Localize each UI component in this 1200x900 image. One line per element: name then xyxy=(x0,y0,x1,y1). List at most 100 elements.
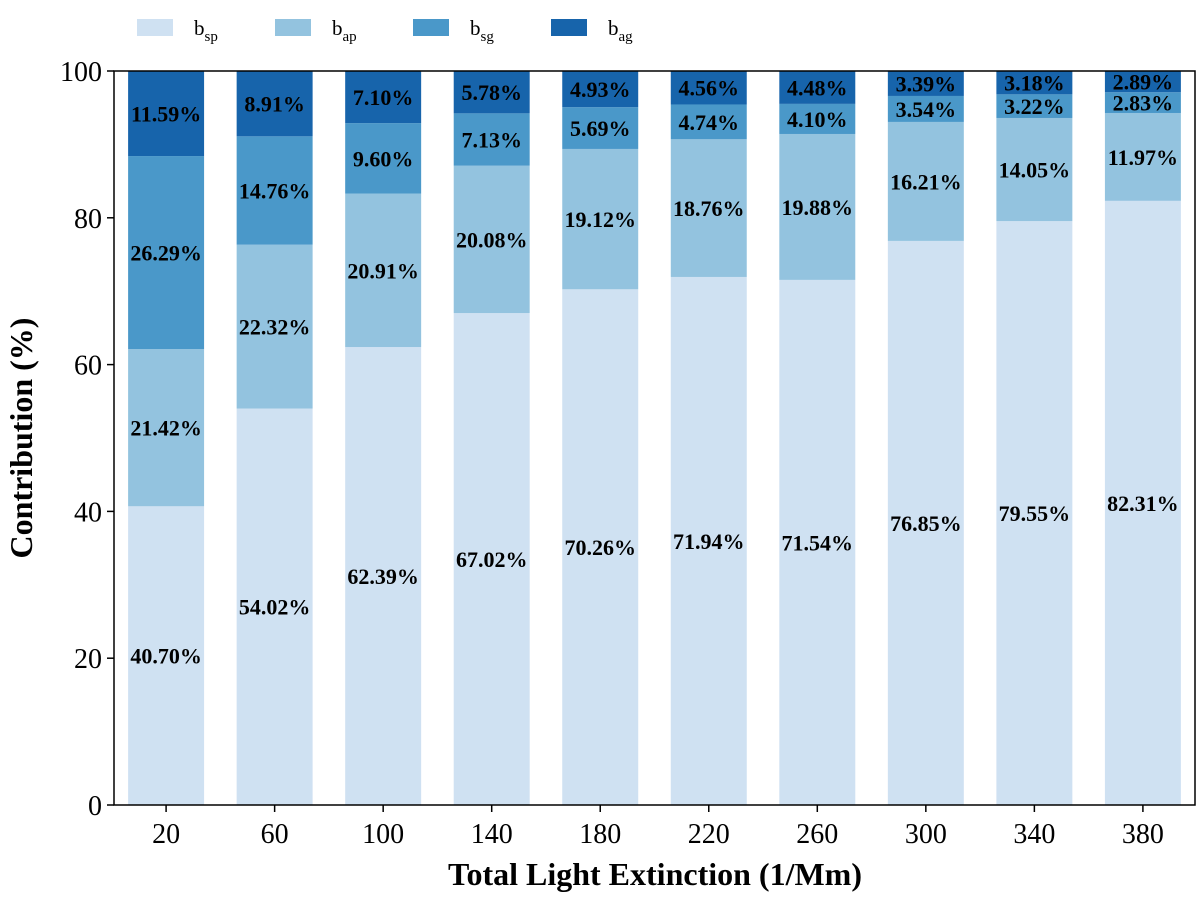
bar-segment-ag xyxy=(779,71,856,104)
data-label-sp: 71.94% xyxy=(673,529,745,554)
bar-segment-sg xyxy=(887,95,964,122)
bar-segment-ap xyxy=(128,349,205,507)
bar-segment-ap xyxy=(670,139,747,277)
data-label-sp: 54.02% xyxy=(239,595,311,620)
bar-segment-sp xyxy=(670,276,747,805)
bar-segment-sp xyxy=(128,506,205,805)
plot-frame xyxy=(113,70,1196,806)
data-label-ap: 18.76% xyxy=(673,196,745,221)
bar-segment-sp xyxy=(887,240,964,805)
data-label-sg: 9.60% xyxy=(353,146,414,171)
data-label-ap: 19.88% xyxy=(782,195,854,220)
legend-label-sp: bsp xyxy=(194,16,218,45)
data-label-ap: 20.08% xyxy=(456,227,528,252)
x-tick-label: 100 xyxy=(362,819,404,850)
data-label-ap: 20.91% xyxy=(347,258,419,283)
data-label-ag: 4.48% xyxy=(787,75,848,100)
bar-segment-sg xyxy=(996,94,1073,118)
bar-segment-ag xyxy=(887,71,964,96)
data-label-sg: 14.76% xyxy=(239,178,311,203)
bar-segment-ag xyxy=(562,71,639,108)
bar-segment-ap xyxy=(453,165,530,314)
y-tick-label: 100 xyxy=(60,57,102,88)
bar-segment-ag xyxy=(345,71,422,124)
data-labels: 40.70% 21.42% 26.29% 11.59% 54.02% 22.32% 14.7… xyxy=(130,70,1178,669)
bar-segment-sp xyxy=(562,289,639,805)
bars xyxy=(128,70,1181,806)
data-label-sp: 67.02% xyxy=(456,547,528,572)
data-label-sg: 2.83% xyxy=(1113,91,1174,116)
data-label-sp: 79.55% xyxy=(999,501,1071,526)
data-label-ag: 5.78% xyxy=(461,80,522,105)
bar-segment-ag xyxy=(453,70,530,114)
x-tick-label: 300 xyxy=(905,819,947,850)
bar-segment-sg xyxy=(779,103,856,134)
bar-segment-sp xyxy=(453,313,530,805)
data-label-sg: 3.54% xyxy=(896,97,957,122)
bar-segment-ap xyxy=(996,117,1073,222)
data-label-sg: 5.69% xyxy=(570,116,631,141)
bar-segment-ag xyxy=(128,71,205,157)
bar-segment-ap xyxy=(779,133,856,280)
data-label-sp: 71.54% xyxy=(782,530,854,555)
data-label-ag: 2.89% xyxy=(1113,70,1174,95)
x-tick-label: 340 xyxy=(1013,819,1055,850)
bar-segment-sp xyxy=(996,221,1073,805)
data-label-ap: 21.42% xyxy=(130,416,202,441)
bar-segment-sg xyxy=(562,107,639,149)
bar-segment-ag xyxy=(1104,71,1181,93)
data-label-ag: 3.39% xyxy=(896,72,957,97)
data-label-ag: 11.59% xyxy=(131,102,201,127)
data-label-sg: 7.13% xyxy=(461,128,522,153)
data-label-ag: 4.93% xyxy=(570,77,631,102)
data-label-sp: 76.85% xyxy=(890,511,962,536)
data-label-ag: 3.18% xyxy=(1004,71,1065,96)
x-tick-label: 220 xyxy=(688,819,730,850)
legend-label-ag: bag xyxy=(608,16,633,45)
y-tick-label: 20 xyxy=(74,644,102,675)
data-label-sp: 82.31% xyxy=(1107,491,1179,516)
x-tick-label: 380 xyxy=(1122,819,1164,850)
y-tick-label: 60 xyxy=(74,351,102,382)
y-tick-label: 40 xyxy=(74,497,102,528)
x-axis-title: Total Light Extinction (1/Mm) xyxy=(448,856,862,892)
x-tick-label: 180 xyxy=(579,819,621,850)
x-tick-label: 60 xyxy=(261,819,289,850)
data-label-ap: 14.05% xyxy=(999,158,1071,183)
data-label-sg: 3.22% xyxy=(1004,94,1065,119)
bar-segment-sp xyxy=(236,408,313,805)
bar-segment-sg xyxy=(345,123,422,194)
data-label-sp: 70.26% xyxy=(564,535,636,560)
data-label-sg: 4.74% xyxy=(679,110,740,135)
data-label-ag: 8.91% xyxy=(244,92,305,117)
bar-segment-ap xyxy=(1104,112,1181,201)
x-tick-label: 260 xyxy=(796,819,838,850)
bar-segment-ap xyxy=(562,148,639,290)
bar-segment-sp xyxy=(1104,200,1181,805)
data-label-ap: 22.32% xyxy=(239,315,311,340)
bar-segment-ap xyxy=(236,244,313,409)
y-axis-title: Contribution (%) xyxy=(3,318,39,559)
data-label-ap: 11.97% xyxy=(1108,145,1178,170)
legend-swatch-ap xyxy=(275,19,311,36)
data-label-sp: 40.70% xyxy=(130,644,202,669)
bar-segment-sg xyxy=(670,104,747,140)
bar-segment-sg xyxy=(453,113,530,166)
x-axis: 20 60 100 140 180 220 260 300 340 380 xyxy=(152,805,1164,850)
x-tick-label: 20 xyxy=(152,819,180,850)
legend-swatch-ag xyxy=(551,19,587,36)
y-tick-label: 0 xyxy=(88,791,102,822)
data-label-sg: 26.29% xyxy=(130,241,202,266)
bar-segment-ag xyxy=(670,71,747,105)
data-label-sg: 4.10% xyxy=(787,107,848,132)
data-label-ap: 16.21% xyxy=(890,169,962,194)
legend-swatch-sp xyxy=(137,19,173,36)
data-label-ag: 7.10% xyxy=(353,85,414,110)
y-axis: 0 20 40 60 80 100 xyxy=(60,57,114,822)
legend-label-sg: bsg xyxy=(470,16,494,45)
data-label-ag: 4.56% xyxy=(679,76,740,101)
bar-segment-ap xyxy=(887,121,964,241)
bar-segment-sg xyxy=(128,156,205,350)
bar-segment-sg xyxy=(236,136,313,245)
